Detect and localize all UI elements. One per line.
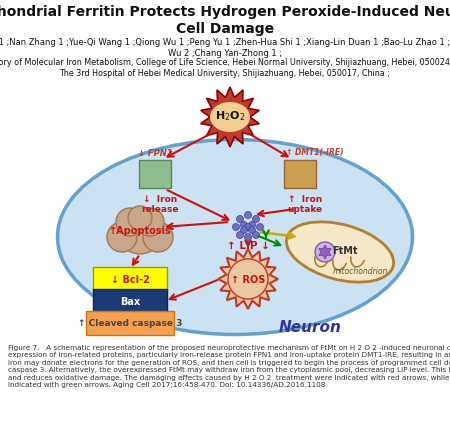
Circle shape — [244, 234, 252, 241]
FancyBboxPatch shape — [93, 267, 167, 291]
Text: FtMt: FtMt — [332, 245, 358, 255]
Text: 1 Laboratory of Molecular Iron Metabolism, College of Life Science, Hebei Normal: 1 Laboratory of Molecular Iron Metabolis… — [0, 58, 450, 78]
Text: ↓ Bcl-2: ↓ Bcl-2 — [111, 274, 149, 284]
Circle shape — [237, 232, 243, 239]
FancyBboxPatch shape — [284, 161, 316, 189]
Polygon shape — [319, 245, 331, 259]
Text: Bax: Bax — [120, 297, 140, 306]
Circle shape — [315, 243, 335, 262]
Text: Guofen Gao 1 ;Nan Zhang 1 ;Yue-Qi Wang 1 ;Qiong Wu 1 ;Peng Yu 1 ;Zhen-Hua Shi 1 : Guofen Gao 1 ;Nan Zhang 1 ;Yue-Qi Wang 1… — [0, 38, 450, 58]
Circle shape — [128, 207, 152, 230]
Ellipse shape — [286, 223, 394, 283]
Circle shape — [240, 222, 248, 229]
Text: H$_2$O$_2$: H$_2$O$_2$ — [215, 109, 245, 123]
Circle shape — [237, 216, 243, 223]
Circle shape — [244, 224, 252, 231]
Text: ↓ FPN1: ↓ FPN1 — [138, 148, 172, 157]
Text: ↓  Iron
release: ↓ Iron release — [141, 194, 179, 214]
Polygon shape — [201, 88, 259, 148]
Circle shape — [244, 212, 252, 219]
Circle shape — [252, 232, 260, 239]
Circle shape — [143, 223, 173, 252]
Ellipse shape — [210, 103, 250, 133]
Text: Neuron: Neuron — [279, 320, 342, 335]
Circle shape — [252, 216, 260, 223]
Text: Mitochondrial Ferritin Protects Hydrogen Peroxide-Induced Neuronal
Cell Damage: Mitochondrial Ferritin Protects Hydrogen… — [0, 5, 450, 36]
Polygon shape — [218, 249, 278, 309]
Ellipse shape — [58, 140, 413, 335]
FancyBboxPatch shape — [93, 290, 167, 313]
Circle shape — [248, 222, 256, 229]
FancyBboxPatch shape — [86, 311, 174, 335]
Circle shape — [136, 208, 164, 237]
Text: Figure 7.   A schematic representation of the proposed neuroprotective mechanism: Figure 7. A schematic representation of … — [8, 344, 450, 388]
Circle shape — [118, 211, 162, 254]
Text: ↑  Iron
uptake: ↑ Iron uptake — [288, 194, 323, 214]
Text: ↑ LIP ↓: ↑ LIP ↓ — [226, 240, 270, 251]
Text: mitochondrion: mitochondrion — [332, 266, 388, 275]
Text: ↑ ROS: ↑ ROS — [231, 274, 265, 284]
Circle shape — [240, 227, 248, 234]
Circle shape — [256, 224, 264, 231]
Circle shape — [233, 224, 239, 231]
Text: ↑Apoptosis: ↑Apoptosis — [108, 226, 171, 236]
Circle shape — [248, 227, 256, 234]
Circle shape — [228, 259, 268, 299]
Circle shape — [116, 208, 144, 237]
Text: ↑ Cleaved caspase 3: ↑ Cleaved caspase 3 — [78, 319, 182, 328]
Circle shape — [107, 223, 137, 252]
Text: ↑ DMT1(-IRE): ↑ DMT1(-IRE) — [286, 148, 344, 157]
FancyBboxPatch shape — [139, 161, 171, 189]
